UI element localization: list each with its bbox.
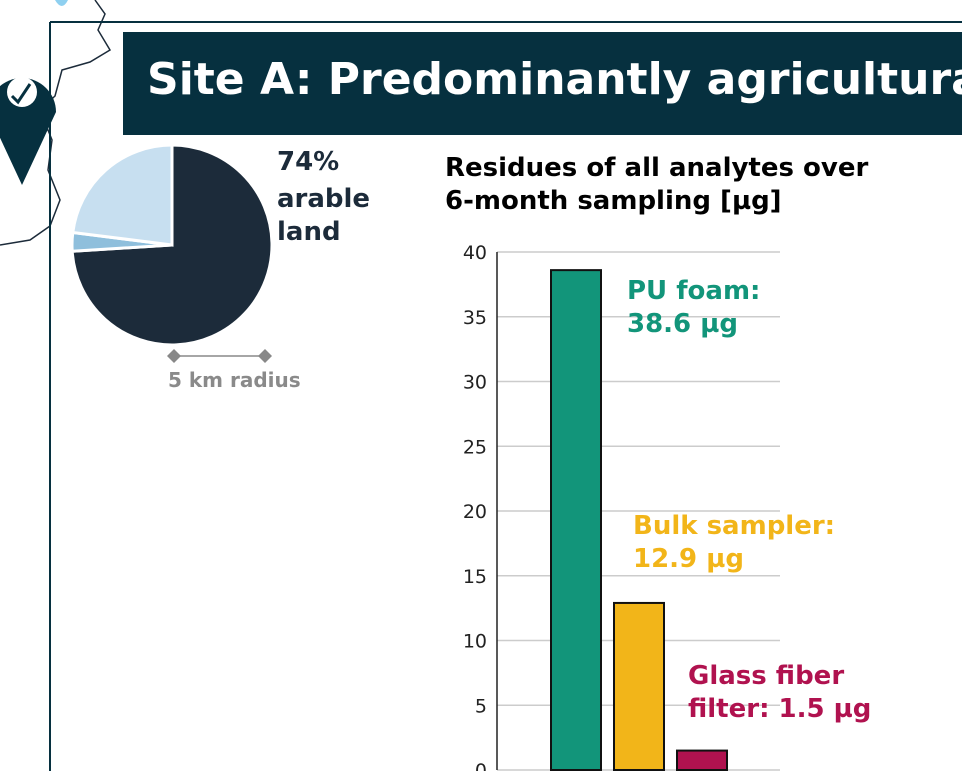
y-tick-label: 30: [463, 372, 487, 394]
y-tick-label: 5: [475, 695, 487, 717]
bar: [550, 269, 602, 771]
pie-category-label: arable land: [277, 184, 371, 247]
header-title: Site A: Predominantly agricultural: [147, 54, 962, 105]
pie-value-label: 74%: [277, 147, 340, 177]
radius-end: [258, 349, 272, 363]
y-tick-label: 0: [475, 760, 487, 771]
y-tick-label: 20: [463, 501, 487, 523]
y-tick-label: 10: [463, 631, 487, 653]
y-tick-label: 40: [463, 242, 487, 264]
bar: [613, 601, 665, 771]
bar-value-label: Glass fiber filter: 1.5 µg: [688, 661, 872, 724]
bar: [676, 749, 728, 771]
chart-title: Residues of all analytes over 6-month sa…: [445, 153, 869, 216]
y-tick-label: 35: [463, 307, 487, 329]
annotation: 5 km radius: [168, 368, 301, 392]
bar-value-label: PU foam: 38.6 µg: [627, 276, 761, 339]
bar-value-label: Bulk sampler: 12.9 µg: [633, 511, 836, 574]
location-pin: [0, 77, 56, 185]
pie-slice: [71, 143, 174, 247]
header-banner: Site A: Predominantly agricultural: [123, 32, 962, 135]
radius-end: [167, 349, 181, 363]
y-tick-label: 15: [463, 566, 487, 588]
y-tick-label: 25: [463, 436, 487, 458]
light-shape: [55, 0, 68, 6]
